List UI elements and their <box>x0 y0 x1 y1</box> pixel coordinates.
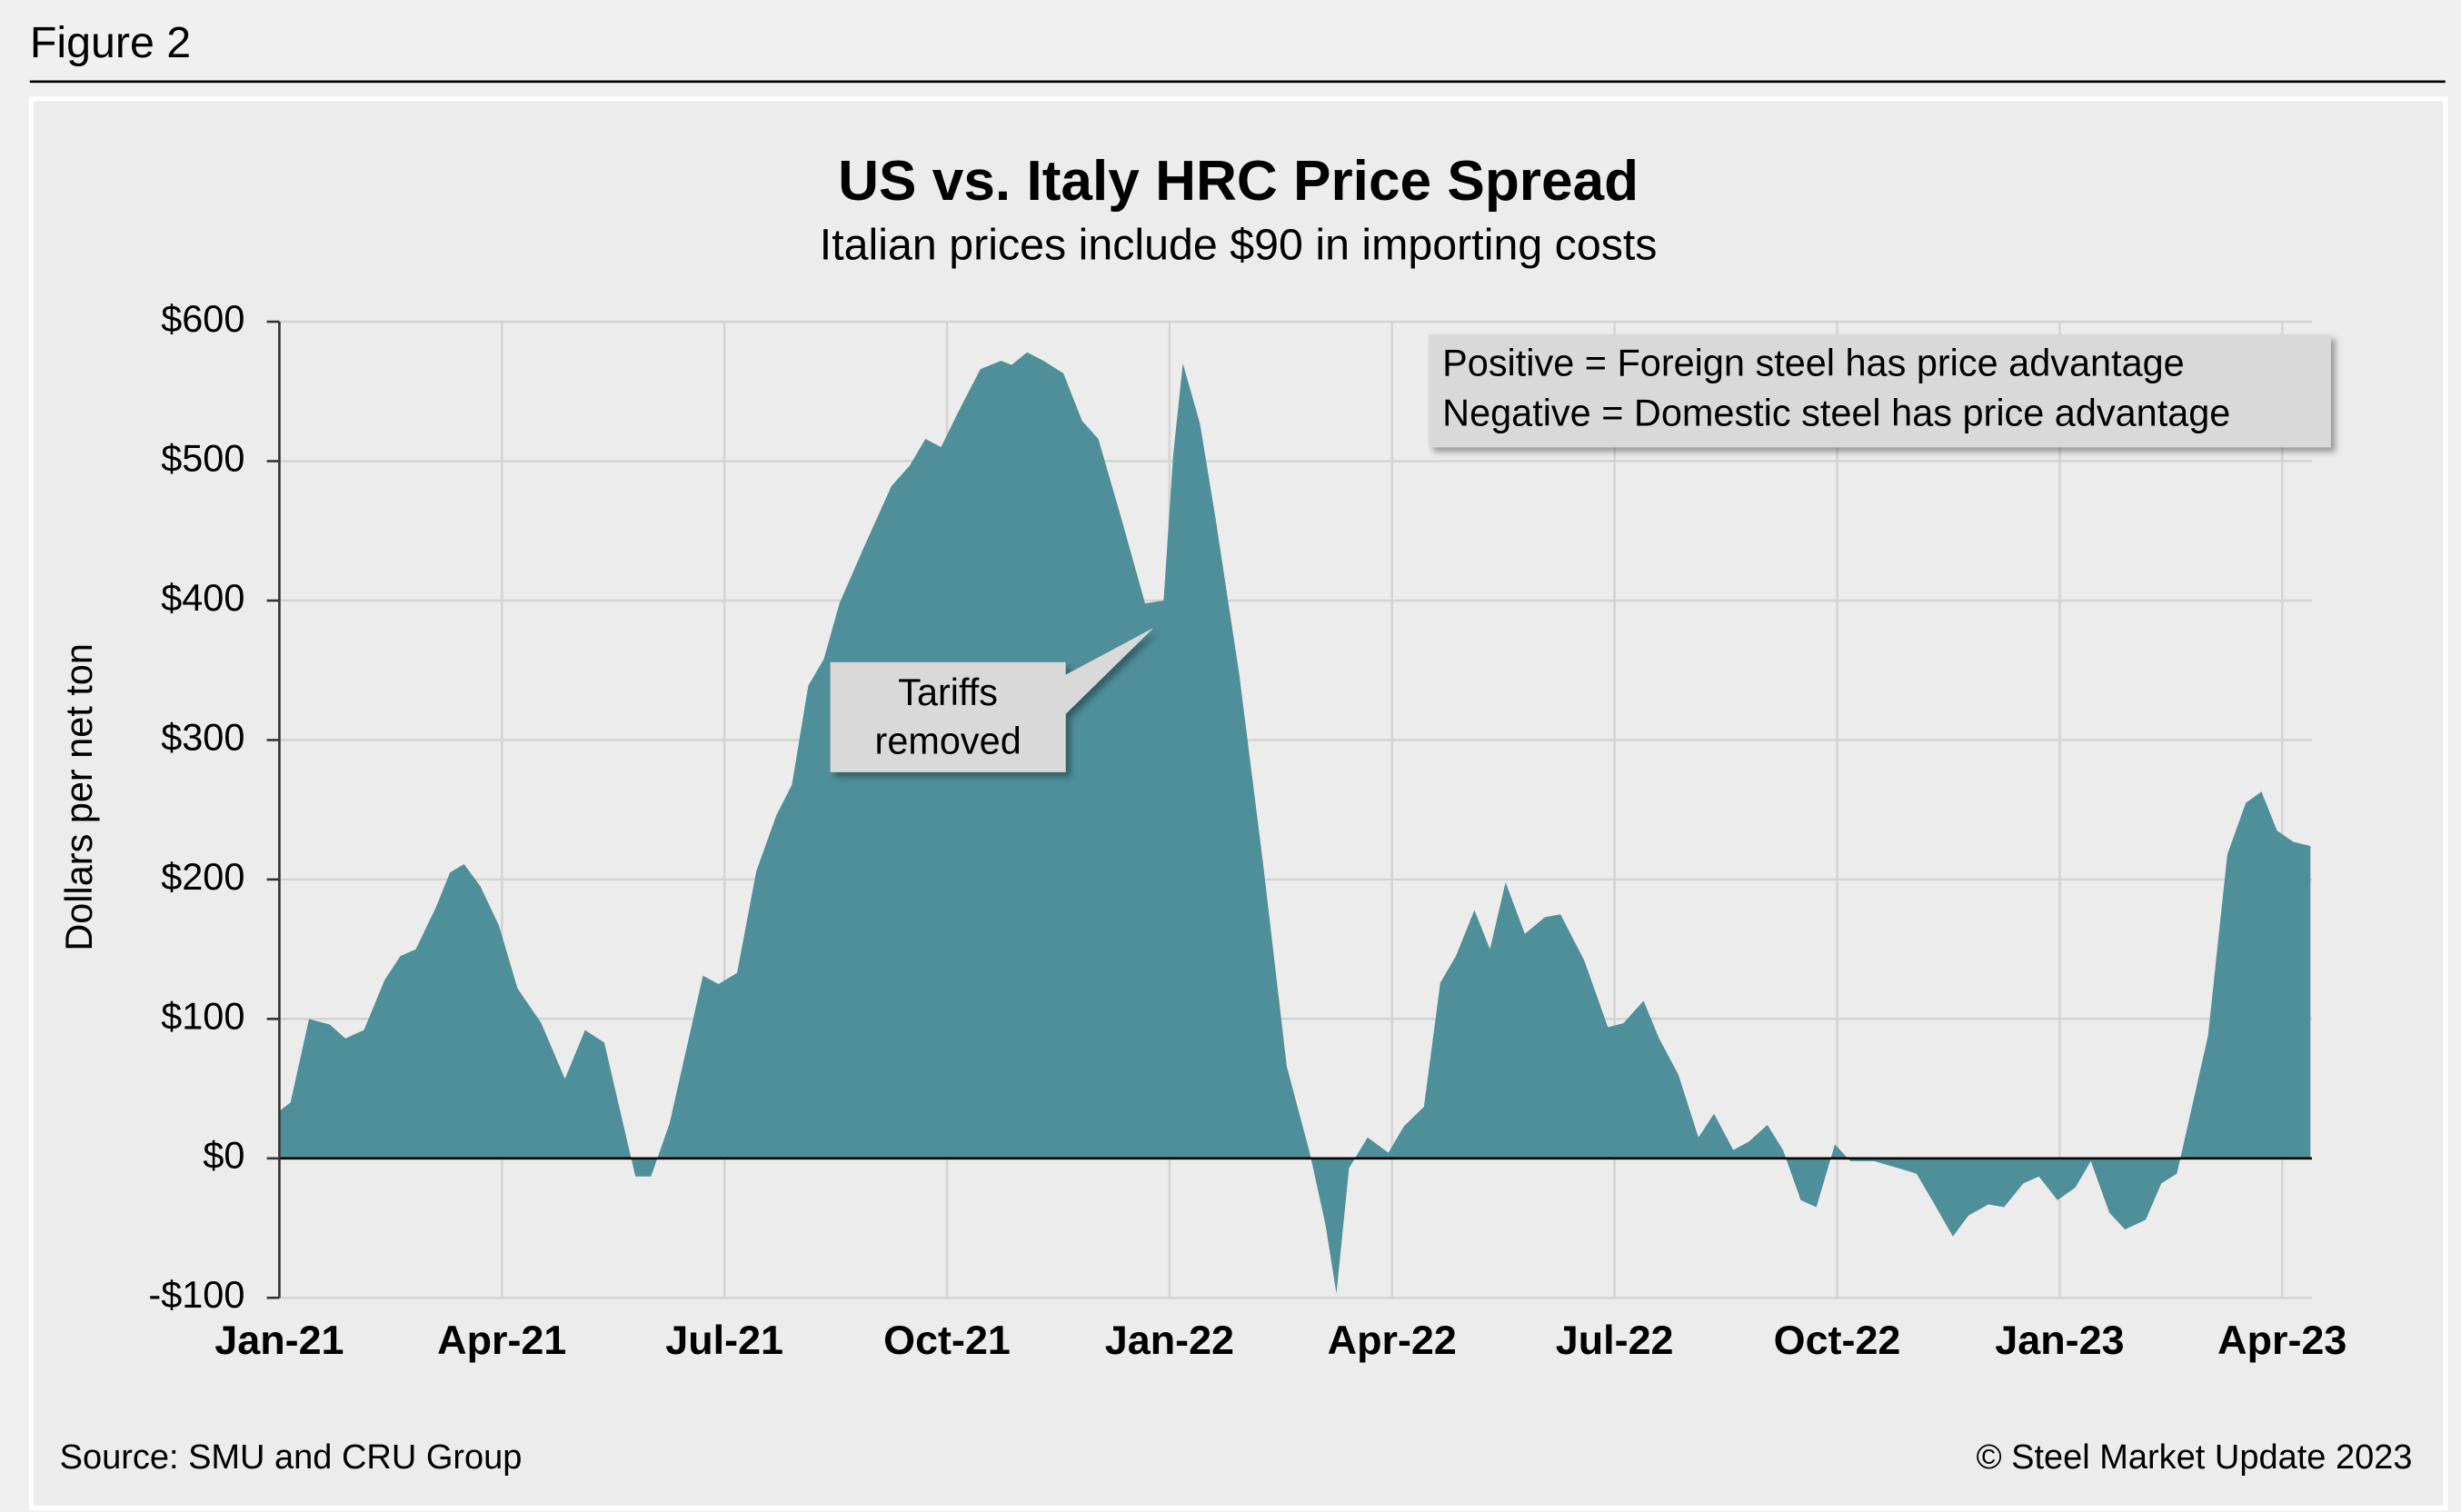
copyright: © Steel Market Update 2023 <box>1977 1438 2413 1477</box>
area <box>279 352 2311 1294</box>
y-tick-label: $0 <box>203 1134 244 1177</box>
x-tick-label: Jan-21 <box>214 1317 344 1363</box>
x-tick-label: Jul-22 <box>1556 1317 1674 1363</box>
y-tick-label: $400 <box>161 576 244 619</box>
note-background <box>1428 333 2331 448</box>
y-tick-label: $100 <box>161 994 244 1037</box>
source: Source: SMU and CRU Group <box>60 1438 523 1477</box>
chart-subtitle: Italian prices include $90 in importing … <box>820 221 1658 270</box>
x-tick-label: Jul-21 <box>665 1317 783 1363</box>
chart-title: US vs. Italy HRC Price Spread <box>838 150 1639 213</box>
y-tick-label: $200 <box>161 855 244 898</box>
x-tick-label: Oct-22 <box>1774 1317 1901 1363</box>
y-tick-label: $300 <box>161 715 244 758</box>
y-tick-label: -$100 <box>148 1273 244 1316</box>
note-line: Positive = Foreign steel has price advan… <box>1442 341 2185 383</box>
x-tick-label: Apr-22 <box>1328 1317 1457 1363</box>
x-tick-label: Apr-21 <box>437 1317 566 1363</box>
note-line: Negative = Domestic steel has price adva… <box>1442 392 2230 434</box>
y-tick-label: $600 <box>161 297 244 340</box>
annotation-line: Tariffs <box>898 671 998 713</box>
x-tick-label: Jan-23 <box>1995 1317 2124 1363</box>
x-tick-label: Jan-22 <box>1105 1317 1234 1363</box>
y-axis-title: Dollars per net ton <box>57 643 100 951</box>
annotation-line: removed <box>875 720 1021 762</box>
annotation-callout <box>830 627 1154 772</box>
y-tick-label: $500 <box>161 436 244 479</box>
annotation: Tariffs removed <box>830 627 1154 772</box>
figure-label: Figure 2 <box>30 18 191 67</box>
note-box: Positive = Foreign steel has price advan… <box>1428 333 2331 448</box>
x-tick-label: Oct-21 <box>883 1317 1011 1363</box>
x-tick-label: Apr-23 <box>2217 1317 2346 1363</box>
